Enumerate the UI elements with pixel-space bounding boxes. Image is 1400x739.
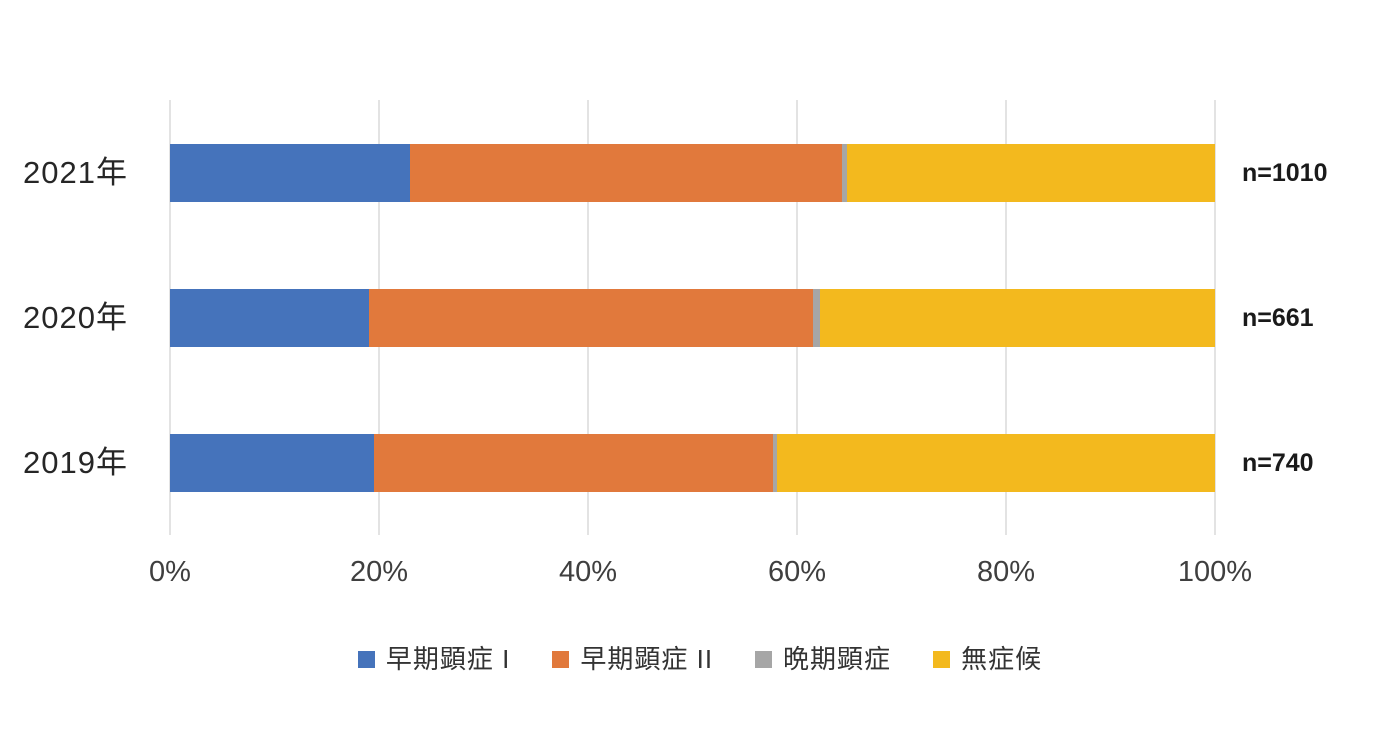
legend-swatch-icon	[357, 650, 375, 668]
legend-label: 晩期顕症	[783, 644, 892, 674]
legend-item-blue: 早期顕症 I	[357, 644, 511, 674]
legend: 早期顕症 I 早期顕症 II 晩期顕症 無症候	[0, 641, 1400, 677]
bar-row-2019年	[170, 433, 1215, 492]
x-tick-label: 20%	[349, 556, 409, 588]
legend-swatch-icon	[933, 650, 951, 668]
x-tick-label: 60%	[767, 556, 827, 588]
category-label: 2019年	[23, 444, 128, 480]
x-tick-label: 80%	[976, 556, 1036, 588]
bar-segment	[772, 433, 778, 492]
bar-segment	[777, 433, 1215, 492]
bar-segment	[812, 288, 820, 347]
bar-segment	[368, 288, 813, 347]
bar-segment	[819, 288, 1215, 347]
x-tick-label: 0%	[149, 556, 191, 588]
bar-segment	[410, 143, 842, 202]
legend-label: 早期顕症 I	[385, 644, 511, 674]
n-label: n=740	[1242, 448, 1314, 477]
bar-row-2021年	[170, 143, 1215, 202]
x-tick-label: 100%	[1177, 556, 1253, 588]
legend-swatch-icon	[755, 650, 773, 668]
category-label: 2021年	[23, 154, 128, 190]
bar-segment	[373, 433, 773, 492]
legend-item-yellow: 無症候	[933, 644, 1042, 674]
legend-item-orange: 早期顕症 II	[552, 644, 713, 674]
n-label: n=661	[1242, 303, 1314, 332]
legend-swatch-icon	[552, 650, 570, 668]
legend-item-gray: 晩期顕症	[755, 644, 891, 674]
n-label: n=1010	[1242, 158, 1328, 187]
bar-segment	[170, 143, 411, 202]
x-axis: 0% 20% 40% 60% 80% 100%	[149, 552, 1252, 592]
legend-label: 早期顕症 II	[580, 644, 714, 674]
bar-segment	[170, 433, 374, 492]
bar-row-2020年	[170, 288, 1215, 347]
gridline-100%	[1214, 100, 1216, 535]
category-label: 2020年	[23, 299, 128, 335]
legend-label: 無症候	[961, 644, 1043, 674]
plot-area	[169, 100, 1216, 535]
bar-segment	[847, 143, 1215, 202]
bar-segment	[841, 143, 848, 202]
x-tick-label: 40%	[558, 556, 618, 588]
bar-segment	[170, 288, 369, 347]
